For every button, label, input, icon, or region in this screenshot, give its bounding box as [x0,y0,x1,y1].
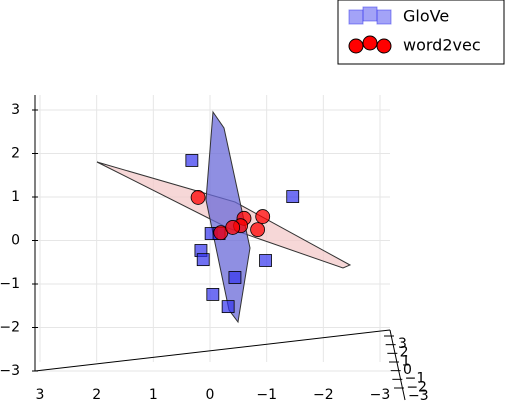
x-tick-label: 2 [92,387,101,402]
z-tick-label: −2 [0,320,20,336]
point [185,154,199,167]
y-tick-label: 2 [400,345,409,361]
x-tick-label: 3 [36,387,45,402]
legend-marker [376,9,392,25]
x-tick-label: 0 [206,387,215,402]
z-tick-label: 0 [11,233,20,249]
z-tick-label: 3 [11,102,20,118]
legend-marker [376,38,392,54]
z-tick-label: 1 [11,189,20,205]
legend-label: GloVe [403,7,449,26]
plane [205,110,251,324]
x-tick-label: −3 [370,387,391,402]
point [206,288,220,301]
x-tick-label: −2 [313,387,334,402]
point [228,271,242,284]
legend-label: word2vec [403,36,481,55]
legend-entries: GloVe word2vec [348,6,481,55]
z-tick-label: −3 [0,363,20,379]
marks [185,154,300,314]
z-tick-label: 2 [11,146,20,162]
point [196,253,210,267]
legend-marker [362,35,378,51]
legend [337,0,505,65]
y-tick-label: −1 [405,371,426,387]
point [259,254,272,267]
y-tick-label: 0 [403,362,412,378]
legend-marker [362,6,378,22]
legend-marker [348,9,364,25]
y-tick-label: 3 [398,336,407,352]
point [255,209,271,224]
y-tick-label: −2 [406,379,427,395]
y-tick-label: −3 [408,388,429,402]
y-axis-line [389,329,406,401]
point [221,300,235,314]
x-axis-line [34,329,391,372]
point [250,222,266,238]
point [225,220,241,235]
x-tick-label: −1 [256,387,277,402]
x-tick-label: 1 [149,387,158,402]
point [286,190,300,203]
point [190,190,206,205]
legend-marker [348,38,364,54]
z-tick-label: −1 [0,276,20,292]
y-tick-label: 1 [401,353,410,369]
